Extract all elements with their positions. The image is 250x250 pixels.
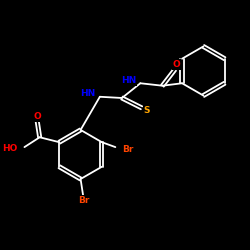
Text: HO: HO [2,144,18,153]
Text: HN: HN [121,76,136,85]
Text: Br: Br [122,144,134,154]
Text: HN: HN [80,89,96,98]
Text: O: O [173,60,180,69]
Text: Br: Br [78,196,90,205]
Text: O: O [33,112,41,121]
Text: S: S [144,106,150,115]
